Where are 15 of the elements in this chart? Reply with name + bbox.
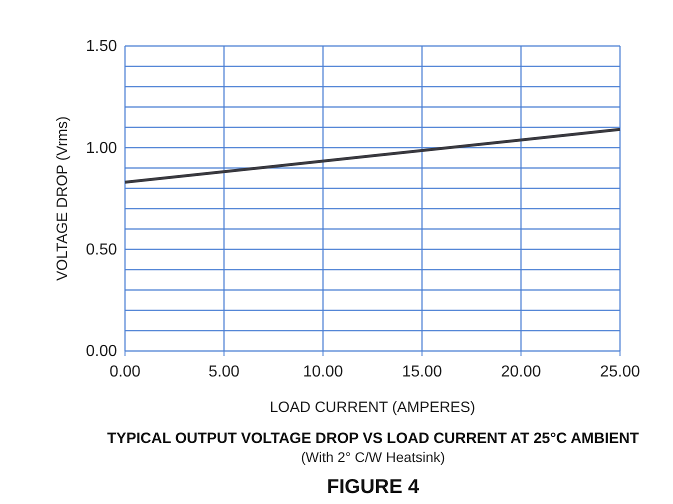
x-tick-label: 10.00 <box>302 364 344 381</box>
text: (With 2° C/W Heatsink) <box>300 449 446 465</box>
caption: FIGURE 4 <box>326 476 420 498</box>
x-tick-label: 15.00 <box>402 364 442 381</box>
y-tick-label: 0.50 <box>86 241 118 258</box>
y-tick-label: 0.00 <box>86 343 118 360</box>
y-tick-label: 1.50 <box>86 38 118 56</box>
text: TYPICAL OUTPUT VOLTAGE DROP VS LOAD CURRENT AT 25°C AMBIENT <box>107 430 639 447</box>
x-tick-label: 25.00 <box>600 364 640 381</box>
x-tick-label: 5.00 <box>208 364 240 381</box>
x-axis-title: LOAD CURRENT (AMPERES) <box>270 399 476 416</box>
x-tick-label: 20.00 <box>500 364 542 381</box>
x-tick-label: 0.00 <box>109 364 141 381</box>
y-tick-label: 1.00 <box>86 140 118 157</box>
y-axis-title: VOLTAGE DROP (Vrms) <box>54 116 71 281</box>
